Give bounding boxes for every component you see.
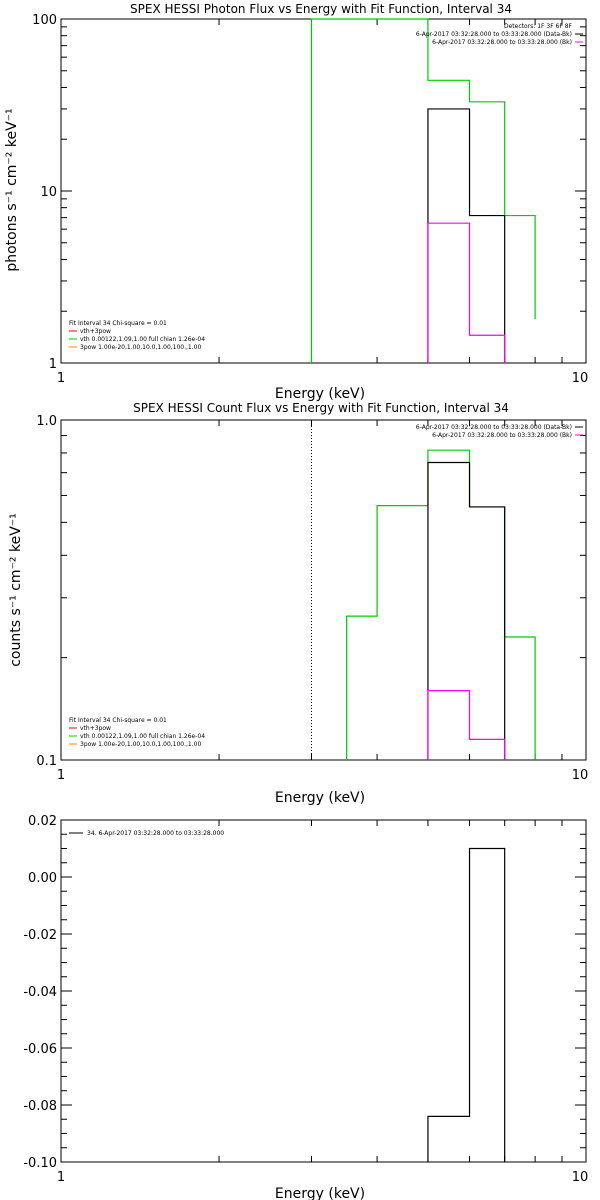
y-tick-label: 0.00 [28,871,57,886]
panel-photon-flux: SPEX HESSI Photon Flux vs Energy with Fi… [4,2,512,402]
x-axis-label: Energy (keV) [275,790,365,806]
x-axis-label: Energy (keV) [275,386,365,402]
legend-left-entry: 34. 6-Apr-2017 03:32:28.000 to 03:33:28.… [87,830,224,837]
chart-title: SPEX HESSI Photon Flux vs Energy with Fi… [130,2,512,16]
legend-bottom-entry: vth 0.00122,1.09,1.00 full chian 1.26e-0… [80,733,205,740]
y-tick-label: -0.08 [23,1099,57,1114]
y-tick-label: -0.04 [23,985,57,1000]
y-tick-label: 0.1 [36,754,57,769]
plot-frame [60,819,587,1163]
legend-bottom-entry: Fit Interval 34 Chi-square = 0.01 [69,320,167,327]
legend-bottom-entry: vth+3pow [80,328,111,335]
legend-bottom-entry: vth 0.00122,1.09,1.00 full chian 1.26e-0… [80,336,205,343]
y-tick-label: -0.06 [23,1042,57,1057]
x-axis-label: Energy (keV) [275,1186,365,1200]
series-line [427,689,506,760]
legend-top-entry: 6-Apr-2017 03:32:28.000 to 03:33:28.000 … [416,31,572,38]
y-tick-label: 10 [40,185,57,200]
legend-bottom-entry: Fit Interval 34 Chi-square = 0.01 [69,717,167,724]
y-tick-label: 0.02 [28,814,57,829]
series-line [427,108,506,363]
legend-bottom-entry: vth+3pow [80,725,111,732]
legend-bottom-entry: 3pow 1.00e-20,1.00,10.0,1.00,100.,1.00 [80,741,201,748]
y-axis-label: photons s⁻¹ cm⁻² keV⁻¹ [4,108,20,271]
plot-frame [60,419,587,761]
legend-top-entry: 6-Apr-2017 03:32:28.000 to 03:33:28.000 … [432,432,572,439]
series-line [346,449,536,760]
x-tick-label: 1 [57,768,65,783]
x-tick-label: 10 [572,768,589,783]
legend-top-entry: 6-Apr-2017 03:32:28.000 to 03:33:28.000 … [432,39,572,46]
y-tick-label: -0.02 [23,928,57,943]
x-tick-label: 10 [572,371,589,386]
panel-count-flux: SPEX HESSI Count Flux vs Energy with Fit… [8,401,509,806]
legend-top-entry: 6-Apr-2017 03:32:28.000 to 03:33:28.000 … [416,424,572,431]
plot-frame [60,18,587,364]
series-line [310,18,536,363]
y-axis-label: counts s⁻¹ cm⁻² keV⁻¹ [8,513,24,667]
x-tick-label: 1 [57,371,65,386]
y-tick-label: 100 [32,13,57,28]
series-line [427,847,506,1162]
y-tick-label: 1.0 [36,414,57,429]
chart-title: SPEX HESSI Count Flux vs Energy with Fit… [133,401,509,415]
legend-top-entry: Detectors: 1F 3F 6F 8F [504,23,573,30]
y-tick-label: -0.10 [23,1156,57,1171]
legend-bottom-entry: 3pow 1.00e-20,1.00,10.0,1.00,100.,1.00 [80,344,201,351]
panel-residuals: Energy (keV) [275,1186,365,1200]
x-tick-label: 10 [572,1170,589,1185]
x-tick-label: 1 [57,1170,65,1185]
chart-plot-3: 1 10 0.02 0.00 -0.02 -0.04 -0.06 -0.08 -0.10 34. … [23,814,588,1185]
series-line [427,461,506,760]
y-tick-label: 1 [49,357,57,372]
series-line [427,222,506,363]
chart-plot-2: 1 10 0.1 1.0 6-Apr-2017 03:32:28.000 to 03:3… [36,414,588,783]
